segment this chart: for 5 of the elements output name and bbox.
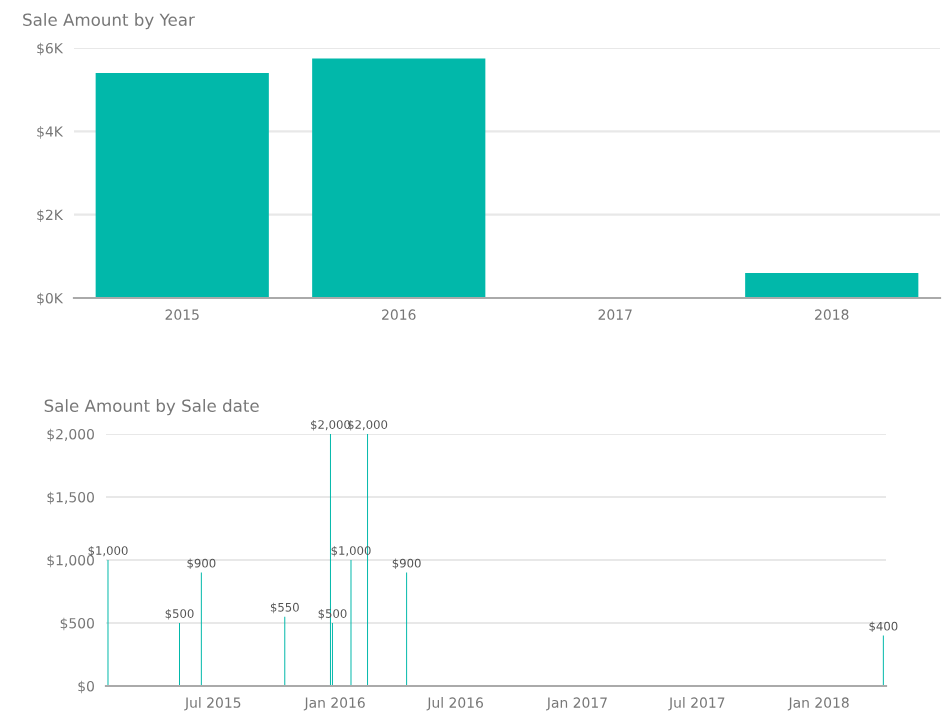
bar [312, 58, 486, 298]
bar [745, 273, 919, 298]
chart-title: Sale Amount by Sale date [44, 399, 259, 416]
bar [95, 73, 269, 298]
chart-title: Sale Amount by Year [23, 13, 195, 30]
